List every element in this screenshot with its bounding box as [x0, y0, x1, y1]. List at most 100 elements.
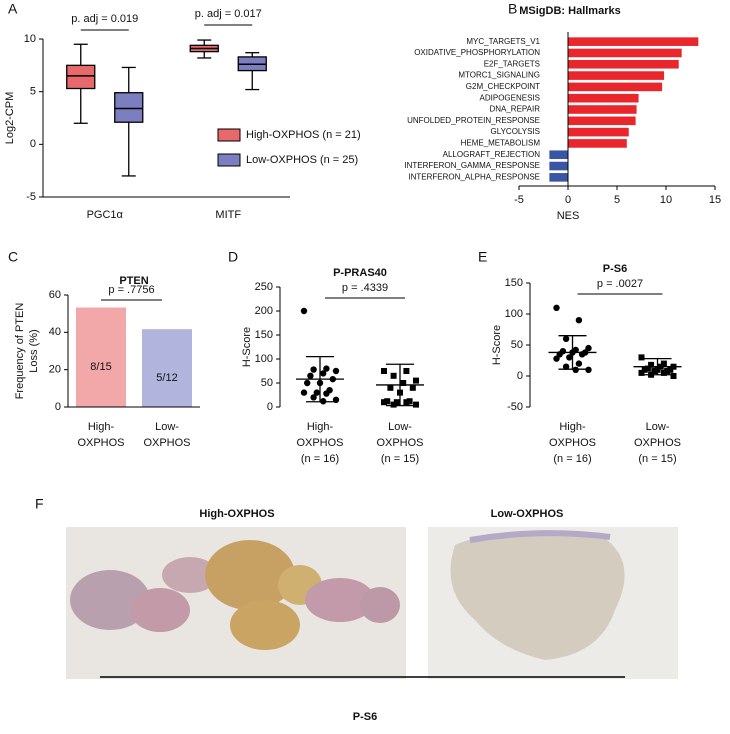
point	[323, 390, 330, 397]
point	[332, 367, 340, 375]
point	[403, 368, 410, 374]
category-label: ALLOGRAFT_REJECTION	[443, 150, 541, 159]
legend-label: Low-OXPHOS (n = 25)	[246, 154, 358, 166]
image-title: Low-OXPHOS	[491, 508, 564, 520]
tissue	[70, 570, 150, 630]
category-label: DNA_REPAIR	[489, 105, 540, 114]
category-label: MYC_TARGETS_V1	[466, 37, 540, 46]
y-tick-label: 10	[24, 33, 36, 45]
tissue-edge	[469, 530, 611, 543]
point	[310, 366, 317, 373]
point	[400, 380, 407, 386]
bar	[549, 161, 568, 171]
point	[660, 360, 667, 367]
value-label: 5/12	[156, 372, 177, 384]
y-axis-title: Log2-CPM	[4, 92, 16, 145]
tissue	[230, 600, 300, 650]
annotation: p = .4339	[342, 282, 388, 294]
point	[562, 363, 570, 370]
y-tick-label: 0	[517, 370, 523, 382]
x-tick-label: Low-	[388, 421, 412, 433]
legend-swatch	[217, 153, 241, 167]
panel-label: E	[478, 249, 487, 265]
y-tick-label: 100	[505, 308, 523, 320]
point	[323, 365, 330, 372]
point	[553, 355, 560, 362]
y-tick-label: 40	[49, 326, 61, 338]
bar	[568, 48, 682, 58]
y-tick-label: 200	[255, 305, 273, 317]
legend-swatch	[217, 128, 241, 142]
point	[660, 369, 667, 376]
x-tick-label: (n = 15)	[381, 453, 419, 465]
x-tick-label: -5	[514, 194, 524, 206]
point	[409, 384, 416, 391]
y-tick-label: 0	[55, 401, 61, 413]
x-tick-label: (n = 16)	[301, 453, 339, 465]
legend-label: High-OXPHOS (n = 21)	[246, 129, 361, 141]
point	[393, 399, 400, 406]
point	[648, 361, 655, 368]
image-title: High-OXPHOS	[199, 508, 274, 520]
category-label: MTORC1_SIGNALING	[458, 71, 540, 80]
point	[553, 304, 560, 311]
y-tick-label: 20	[49, 364, 61, 376]
y-tick-label: 50	[511, 339, 523, 351]
point	[575, 317, 583, 324]
point	[390, 372, 397, 379]
y-tick-label: 100	[255, 353, 273, 365]
x-tick-label: PGC1α	[87, 209, 124, 221]
x-tick-label: High-	[559, 421, 586, 433]
point	[664, 368, 671, 375]
y-tick-label: 0	[30, 138, 36, 150]
x-tick-label: 0	[565, 194, 571, 206]
annotation: p = .0027	[597, 278, 643, 290]
panel-label: F	[35, 496, 44, 512]
tissue	[450, 531, 625, 660]
x-tick-label: High-	[88, 421, 115, 433]
point	[638, 369, 645, 376]
y-tick-label: 0	[267, 401, 273, 413]
chart-title: MSigDB: Hallmarks	[519, 5, 620, 17]
y-tick-label: 60	[49, 289, 61, 301]
y-tick-label: 250	[255, 281, 273, 293]
category-label: UNFOLDED_PROTEIN_RESPONSE	[407, 116, 540, 125]
bar	[142, 329, 192, 407]
category-label: ADIPOGENESIS	[480, 93, 540, 102]
point	[310, 394, 317, 401]
bar	[568, 37, 699, 46]
point	[670, 373, 677, 379]
x-tick-label: OXPHOS	[549, 437, 596, 449]
point	[300, 389, 308, 396]
panel-label: C	[8, 249, 18, 265]
y-axis-title: H-Score	[491, 325, 503, 365]
point	[644, 365, 651, 372]
x-tick-label: 15	[709, 194, 721, 206]
panel-label: B	[508, 1, 517, 17]
point	[304, 379, 311, 387]
y-axis-title: H-Score	[241, 327, 253, 367]
point	[575, 360, 583, 367]
annotation: p = .7756	[108, 284, 154, 296]
bar	[568, 105, 637, 114]
x-tick-label: 10	[660, 194, 672, 206]
point	[651, 368, 658, 375]
x-tick-label: OXPHOS	[77, 437, 124, 449]
x-tick-label: (n = 16)	[553, 453, 591, 465]
x-tick-label: MITF	[215, 209, 241, 221]
point	[667, 366, 674, 373]
annotation: p. adj = 0.017	[195, 8, 262, 20]
category-label: GLYCOLYSIS	[491, 127, 541, 136]
y-axis-title: Frequency of PTEN	[14, 303, 26, 400]
y-axis-title: Loss (%)	[28, 329, 40, 372]
point	[320, 370, 327, 377]
bar	[568, 71, 665, 80]
tissue	[205, 540, 295, 610]
category-label: HEME_METABOLISM	[461, 139, 541, 148]
value-label: 8/15	[90, 361, 111, 373]
x-tick-label: (n = 15)	[638, 453, 676, 465]
point	[313, 389, 320, 396]
point	[566, 354, 573, 361]
bar	[568, 93, 639, 103]
chart-title: PTEN	[119, 275, 148, 287]
